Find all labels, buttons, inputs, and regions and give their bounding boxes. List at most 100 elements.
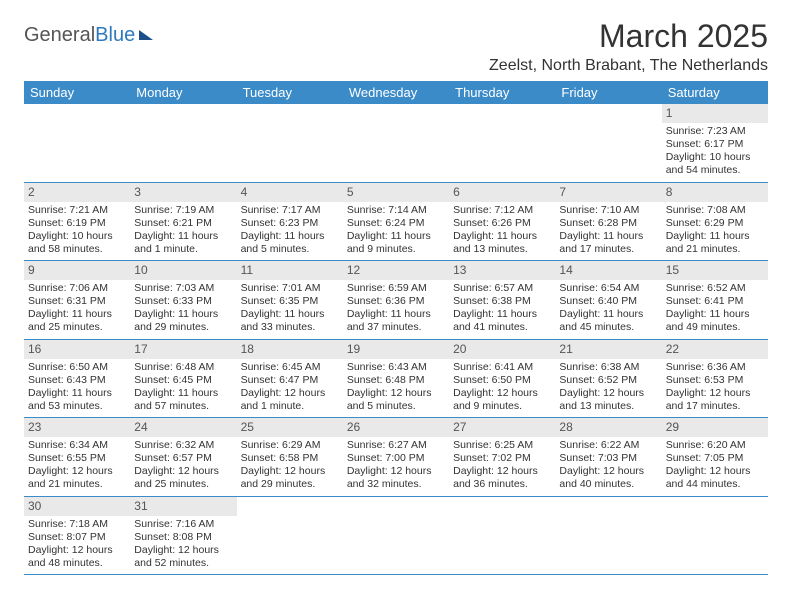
sunrise-text: Sunrise: 7:21 AM	[28, 204, 126, 217]
sunset-text: Sunset: 6:45 PM	[134, 374, 232, 387]
day-details: Sunrise: 7:16 AMSunset: 8:08 PMDaylight:…	[130, 516, 236, 575]
sunset-text: Sunset: 6:23 PM	[241, 217, 339, 230]
calendar-body: 1Sunrise: 7:23 AMSunset: 6:17 PMDaylight…	[24, 104, 768, 575]
sunrise-text: Sunrise: 6:20 AM	[666, 439, 764, 452]
sunset-text: Sunset: 6:28 PM	[559, 217, 657, 230]
daylight-text: Daylight: 12 hours and 44 minutes.	[666, 465, 764, 491]
daylight-text: Daylight: 11 hours and 33 minutes.	[241, 308, 339, 334]
calendar-day: 2 Sunrise: 7:21 AMSunset: 6:19 PMDaylight…	[24, 182, 130, 261]
sunset-text: Sunset: 6:24 PM	[347, 217, 445, 230]
sunset-text: Sunset: 6:21 PM	[134, 217, 232, 230]
sunset-text: Sunset: 8:07 PM	[28, 531, 126, 544]
calendar-day-empty	[555, 104, 661, 182]
day-details: Sunrise: 6:36 AMSunset: 6:53 PMDaylight:…	[662, 359, 768, 418]
day-number: 19	[343, 340, 449, 359]
daylight-text: Daylight: 12 hours and 5 minutes.	[347, 387, 445, 413]
day-number: 14	[555, 261, 661, 280]
daylight-text: Daylight: 12 hours and 36 minutes.	[453, 465, 551, 491]
sunrise-text: Sunrise: 6:34 AM	[28, 439, 126, 452]
day-details: Sunrise: 6:20 AMSunset: 7:05 PMDaylight:…	[662, 437, 768, 496]
calendar-day: 4Sunrise: 7:17 AMSunset: 6:23 PMDaylight…	[237, 182, 343, 261]
calendar-day: 1Sunrise: 7:23 AMSunset: 6:17 PMDaylight…	[662, 104, 768, 182]
day-number: 18	[237, 340, 343, 359]
daylight-text: Daylight: 12 hours and 9 minutes.	[453, 387, 551, 413]
calendar-day: 23Sunrise: 6:34 AMSunset: 6:55 PMDayligh…	[24, 418, 130, 497]
day-number: 1	[662, 104, 768, 123]
day-details: Sunrise: 6:41 AMSunset: 6:50 PMDaylight:…	[449, 359, 555, 418]
calendar-day: 31Sunrise: 7:16 AMSunset: 8:08 PMDayligh…	[130, 496, 236, 575]
sunrise-text: Sunrise: 6:27 AM	[347, 439, 445, 452]
sunrise-text: Sunrise: 6:52 AM	[666, 282, 764, 295]
calendar-day: 15Sunrise: 6:52 AMSunset: 6:41 PMDayligh…	[662, 261, 768, 340]
daylight-text: Daylight: 12 hours and 29 minutes.	[241, 465, 339, 491]
sunrise-text: Sunrise: 7:23 AM	[666, 125, 764, 138]
sunrise-text: Sunrise: 6:43 AM	[347, 361, 445, 374]
sunset-text: Sunset: 6:55 PM	[28, 452, 126, 465]
calendar-day: 29Sunrise: 6:20 AMSunset: 7:05 PMDayligh…	[662, 418, 768, 497]
day-number: 20	[449, 340, 555, 359]
calendar-day: 16Sunrise: 6:50 AMSunset: 6:43 PMDayligh…	[24, 339, 130, 418]
calendar-week: 2Sunrise: 7:21 AMSunset: 6:19 PMDaylight…	[24, 182, 768, 261]
sunset-text: Sunset: 6:52 PM	[559, 374, 657, 387]
sunrise-text: Sunrise: 7:01 AM	[241, 282, 339, 295]
day-details: Sunrise: 6:48 AMSunset: 6:45 PMDaylight:…	[130, 359, 236, 418]
day-number: 21	[555, 340, 661, 359]
day-number: 16	[24, 340, 130, 359]
day-number: 6	[449, 183, 555, 202]
sunset-text: Sunset: 6:26 PM	[453, 217, 551, 230]
day-details: Sunrise: 7:19 AMSunset: 6:21 PMDaylight:…	[130, 202, 236, 261]
calendar-day: 6Sunrise: 7:12 AMSunset: 6:26 PMDaylight…	[449, 182, 555, 261]
day-number: 30	[24, 497, 130, 516]
day-details: Sunrise: 6:59 AMSunset: 6:36 PMDaylight:…	[343, 280, 449, 339]
day-details: Sunrise: 7:17 AMSunset: 6:23 PMDaylight:…	[237, 202, 343, 261]
calendar-day: 10Sunrise: 7:03 AMSunset: 6:33 PMDayligh…	[130, 261, 236, 340]
day-number: 29	[662, 418, 768, 437]
daylight-text: Daylight: 11 hours and 21 minutes.	[666, 230, 764, 256]
sunrise-text: Sunrise: 6:48 AM	[134, 361, 232, 374]
day-number: 4	[237, 183, 343, 202]
weekday-header: Tuesday	[237, 81, 343, 104]
calendar-day: 22Sunrise: 6:36 AMSunset: 6:53 PMDayligh…	[662, 339, 768, 418]
sunset-text: Sunset: 6:50 PM	[453, 374, 551, 387]
logo-word2: Blue	[95, 24, 135, 46]
sunset-text: Sunset: 6:48 PM	[347, 374, 445, 387]
daylight-text: Daylight: 11 hours and 29 minutes.	[134, 308, 232, 334]
calendar-day: 17Sunrise: 6:48 AMSunset: 6:45 PMDayligh…	[130, 339, 236, 418]
day-number: 27	[449, 418, 555, 437]
sunrise-text: Sunrise: 7:12 AM	[453, 204, 551, 217]
day-number: 11	[237, 261, 343, 280]
sunrise-text: Sunrise: 7:17 AM	[241, 204, 339, 217]
day-details: Sunrise: 7:06 AMSunset: 6:31 PMDaylight:…	[24, 280, 130, 339]
day-number: 3	[130, 183, 236, 202]
day-number: 15	[662, 261, 768, 280]
day-number: 23	[24, 418, 130, 437]
location-text: Zeelst, North Brabant, The Netherlands	[489, 57, 768, 75]
daylight-text: Daylight: 11 hours and 25 minutes.	[28, 308, 126, 334]
sunset-text: Sunset: 6:43 PM	[28, 374, 126, 387]
calendar-day: 11Sunrise: 7:01 AMSunset: 6:35 PMDayligh…	[237, 261, 343, 340]
calendar-week: 23 Sunrise: 6:34 AMSunset: 6:55 PM Dayligh…	[24, 418, 768, 497]
calendar-day: 5Sunrise: 7:14 AMSunset: 6:24 PMDaylight…	[343, 182, 449, 261]
calendar-day: 30Sunrise: 7:18 AMSunset: 8:07 PMDayligh…	[24, 496, 130, 575]
calendar-day: 21Sunrise: 6:38 AMSunset: 6:52 PMDayligh…	[555, 339, 661, 418]
weekday-header: Thursday	[449, 81, 555, 104]
calendar-day: 7Sunrise: 7:10 AMSunset: 6:28 PMDaylight…	[555, 182, 661, 261]
sunset-text: Sunset: 6:47 PM	[241, 374, 339, 387]
sunset-text: Sunset: 7:00 PM	[347, 452, 445, 465]
sunrise-text: Sunrise: 7:14 AM	[347, 204, 445, 217]
day-number: 2	[24, 183, 130, 202]
sunrise-text: Sunrise: 7:16 AM	[134, 518, 232, 531]
day-number: 10	[130, 261, 236, 280]
calendar-day-empty	[130, 104, 236, 182]
calendar-day-empty	[662, 496, 768, 575]
daylight-text: Daylight: 10 hours and 58 minutes.	[28, 230, 126, 256]
sunrise-text: Sunrise: 6:41 AM	[453, 361, 551, 374]
calendar-day: 19 Sunrise: 6:43 AMSunset: 6:48 PMDayligh…	[343, 339, 449, 418]
sunset-text: Sunset: 7:03 PM	[559, 452, 657, 465]
sunset-text: Sunset: 6:19 PM	[28, 217, 126, 230]
calendar-day: 8Sunrise: 7:08 AMSunset: 6:29 PMDaylight…	[662, 182, 768, 261]
logo: GeneralBlue	[24, 24, 153, 47]
sunset-text: Sunset: 6:31 PM	[28, 295, 126, 308]
logo-word1: General	[24, 24, 95, 46]
daylight-text: Daylight: 12 hours and 40 minutes.	[559, 465, 657, 491]
